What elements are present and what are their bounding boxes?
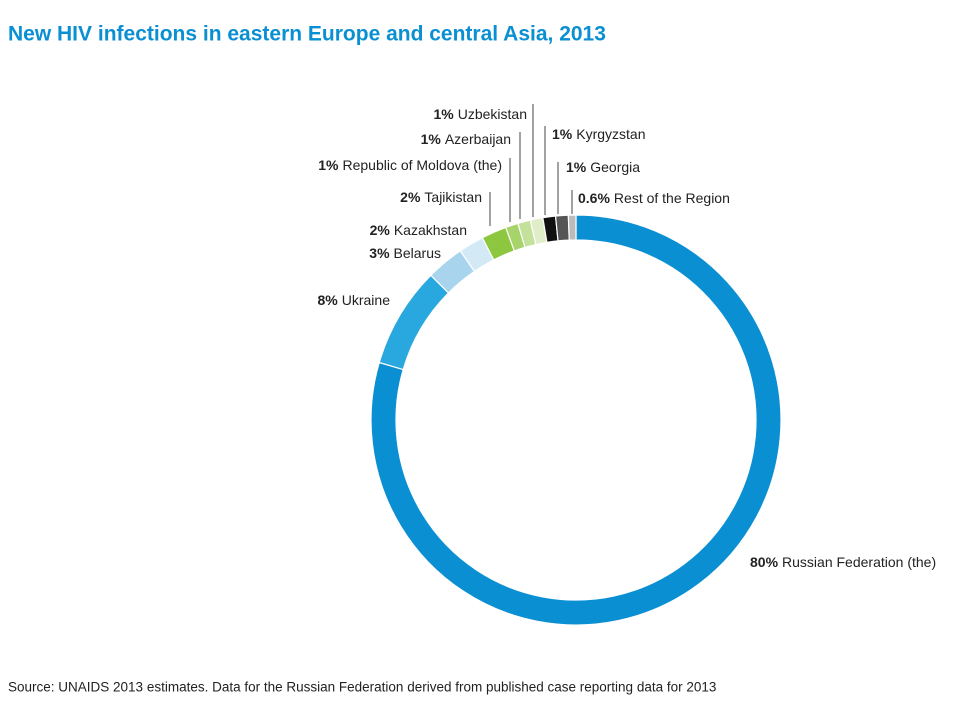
category-label: Ukraine (342, 292, 390, 308)
segment-label: 2% Tajikistan (400, 189, 482, 205)
segment-label: 0.6% Rest of the Region (578, 190, 730, 206)
segment-label: 1% Kyrgyzstan (552, 126, 645, 142)
value-label: 1% (421, 131, 442, 147)
category-label: Kyrgyzstan (576, 126, 645, 142)
donut-segment (378, 274, 450, 371)
value-label: 8% (318, 292, 339, 308)
segment-label: 1% Azerbaijan (421, 131, 511, 147)
category-label: Georgia (590, 159, 640, 175)
leader-lines (489, 104, 573, 226)
category-label: Rest of the Region (614, 190, 730, 206)
donut-segment (567, 214, 577, 241)
segment-label: 1% Republic of Moldova (the) (318, 157, 502, 173)
value-label: 1% (552, 126, 573, 142)
value-label: 2% (370, 222, 391, 238)
segment-label: 1% Georgia (566, 159, 640, 175)
category-label: Republic of Moldova (the) (342, 157, 502, 173)
value-label: 1% (566, 159, 587, 175)
chart-title: New HIV infections in eastern Europe and… (8, 23, 606, 46)
value-label: 1% (434, 106, 455, 122)
category-label: Belarus (394, 245, 441, 261)
donut-segment (554, 214, 570, 242)
donut-segment (370, 214, 782, 626)
category-label: Uzbekistan (458, 106, 527, 122)
category-label: Russian Federation (the) (782, 554, 936, 570)
category-label: Azerbaijan (445, 131, 511, 147)
segment-label: 1% Uzbekistan (434, 106, 528, 122)
segment-label: 2% Kazakhstan (370, 222, 467, 238)
category-label: Tajikistan (424, 189, 482, 205)
segment-label: 3% Belarus (369, 245, 441, 261)
source-note: Source: UNAIDS 2013 estimates. Data for … (8, 680, 716, 695)
value-label: 1% (318, 157, 339, 173)
category-label: Kazakhstan (394, 222, 467, 238)
value-label: 2% (400, 189, 421, 205)
value-label: 3% (369, 245, 390, 261)
value-label: 80% (750, 554, 779, 570)
segment-label: 8% Ukraine (318, 292, 391, 308)
segment-label: 80% Russian Federation (the) (750, 554, 936, 570)
value-label: 0.6% (578, 190, 610, 206)
